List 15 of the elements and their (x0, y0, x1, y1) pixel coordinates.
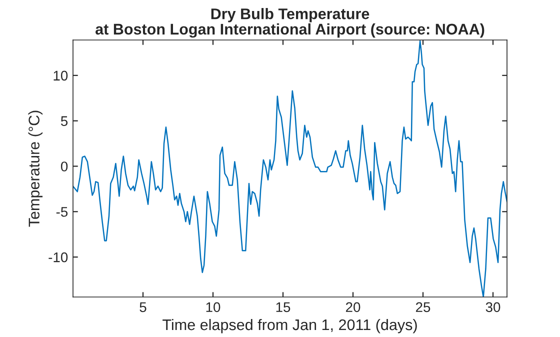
chart-title: Dry Bulb Temperature at Boston Logan International Airport (source: NOAA) (96, 8, 484, 38)
y-tick-label: -10 (48, 252, 68, 262)
x-tick-label: 10 (206, 302, 220, 312)
x-tick-label: 5 (140, 302, 146, 312)
x-tick-label: 15 (276, 302, 290, 312)
y-axis-title: Temperature (°C) (28, 110, 43, 227)
x-tick-label: 20 (346, 302, 360, 312)
y-tick-label: 10 (54, 70, 68, 81)
x-tick-label: 25 (416, 302, 430, 312)
x-tick-label: 30 (486, 302, 500, 312)
x-axis-title: Time elapsed from Jan 1, 2011 (days) (162, 318, 417, 334)
y-tick-label: 5 (60, 116, 68, 126)
y-tick-label: -5 (56, 207, 68, 217)
y-tick-label: 0 (60, 162, 68, 172)
line-series (73, 40, 507, 297)
